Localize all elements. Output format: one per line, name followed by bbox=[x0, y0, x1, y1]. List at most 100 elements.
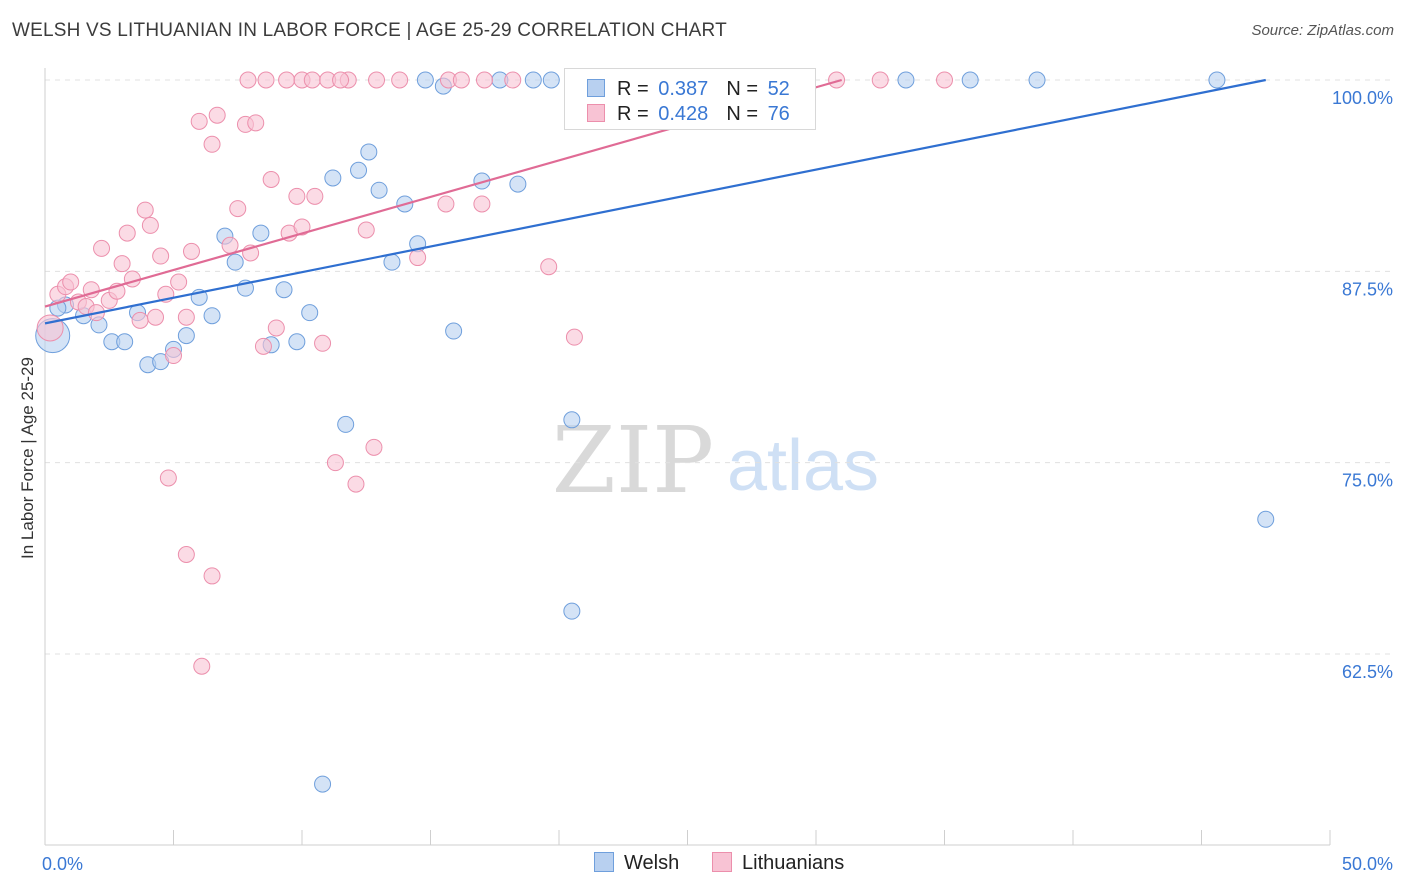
welsh-point bbox=[897, 71, 915, 89]
lith-point bbox=[113, 255, 131, 273]
welsh-point bbox=[961, 71, 979, 89]
lith-point bbox=[118, 224, 136, 242]
lith-r-value: 0.428 bbox=[658, 103, 709, 125]
welsh-point bbox=[563, 411, 581, 429]
lith-point bbox=[257, 71, 275, 89]
welsh-point bbox=[360, 143, 378, 161]
y-tick-label: 75.0% bbox=[1342, 471, 1393, 491]
lith-point bbox=[267, 319, 285, 337]
welsh-point bbox=[226, 253, 244, 271]
lith-n-value: 76 bbox=[767, 103, 790, 125]
lith-point bbox=[409, 249, 427, 267]
lith-point bbox=[141, 216, 159, 234]
source-label: Source: ZipAtlas.com bbox=[1251, 22, 1394, 39]
welsh-point bbox=[314, 775, 332, 793]
welsh-r-label: R = bbox=[617, 78, 649, 100]
lith-point bbox=[828, 71, 846, 89]
welsh-point bbox=[542, 71, 560, 89]
x-tick-label: 50.0% bbox=[1342, 854, 1393, 874]
lith-point bbox=[936, 71, 953, 89]
welsh-point bbox=[383, 253, 401, 271]
welsh-point bbox=[288, 333, 306, 351]
lith-point bbox=[36, 314, 64, 342]
welsh-point bbox=[252, 224, 270, 242]
lith-point bbox=[326, 454, 344, 472]
stats-legend: R = 0.387 N = 52 R = 0.428 N = 76 bbox=[564, 68, 816, 130]
welsh-point bbox=[563, 602, 581, 620]
watermark-zip: ZIP bbox=[552, 407, 714, 514]
lith-point bbox=[391, 71, 409, 89]
lith-point bbox=[193, 657, 211, 675]
lith-point bbox=[182, 242, 200, 260]
x-tick-label: 0.0% bbox=[42, 854, 83, 874]
bottom-lith-label: Lithuanians bbox=[742, 852, 845, 874]
lith-point bbox=[293, 218, 311, 236]
lith-point bbox=[152, 247, 170, 265]
lith-point bbox=[131, 311, 149, 329]
lith-swatch bbox=[587, 104, 605, 122]
welsh-point bbox=[301, 304, 319, 322]
lith-point bbox=[452, 71, 470, 89]
welsh-point bbox=[177, 327, 195, 345]
lith-point bbox=[540, 258, 558, 276]
lith-point bbox=[136, 201, 154, 219]
lith-point bbox=[262, 170, 280, 188]
lith-point bbox=[288, 187, 306, 205]
lith-point bbox=[368, 71, 386, 89]
welsh-point bbox=[116, 333, 134, 351]
watermark-atlas: atlas bbox=[727, 426, 879, 506]
welsh-point bbox=[275, 281, 293, 299]
welsh-point bbox=[445, 322, 463, 340]
welsh-point bbox=[1028, 71, 1046, 89]
lith-point bbox=[871, 71, 889, 89]
welsh-point bbox=[370, 181, 388, 199]
lith-point bbox=[62, 273, 80, 291]
welsh-point bbox=[1257, 510, 1275, 528]
legend-row-welsh: R = 0.387 N = 52 bbox=[587, 78, 790, 100]
y-tick-label: 87.5% bbox=[1342, 279, 1393, 299]
welsh-swatch bbox=[587, 79, 605, 97]
lith-point bbox=[437, 195, 455, 213]
lith-point bbox=[306, 187, 324, 205]
lith-point bbox=[221, 236, 239, 254]
lith-r-label: R = bbox=[617, 103, 649, 125]
lith-point bbox=[203, 135, 221, 153]
bottom-welsh-label: Welsh bbox=[624, 852, 680, 874]
y-tick-label: 62.5% bbox=[1342, 662, 1393, 682]
lith-point bbox=[177, 308, 195, 326]
lith-point bbox=[93, 239, 111, 257]
lith-point bbox=[473, 195, 491, 213]
lith-point bbox=[475, 71, 493, 89]
lith-point bbox=[165, 347, 182, 365]
chart-title: WELSH VS LITHUANIAN IN LABOR FORCE | AGE… bbox=[12, 20, 727, 41]
lith-point bbox=[332, 71, 350, 89]
lith-point bbox=[170, 273, 188, 291]
welsh-point bbox=[324, 169, 342, 187]
lith-point bbox=[565, 328, 583, 346]
lith-point bbox=[347, 475, 365, 493]
lith-point bbox=[357, 221, 375, 239]
lith-point bbox=[254, 337, 272, 355]
welsh-point bbox=[509, 175, 527, 193]
lith-point bbox=[239, 71, 257, 89]
welsh-point bbox=[416, 71, 434, 89]
lith-point bbox=[504, 71, 522, 89]
lith-point bbox=[159, 469, 177, 487]
bottom-legend-lith: Lithuanians bbox=[712, 852, 844, 875]
bottom-lith-swatch bbox=[712, 852, 732, 872]
lith-n-label: N = bbox=[726, 103, 758, 125]
bottom-legend-welsh: Welsh bbox=[594, 852, 679, 875]
lith-point bbox=[229, 200, 247, 218]
welsh-r-value: 0.387 bbox=[658, 78, 709, 100]
welsh-point bbox=[337, 415, 355, 433]
legend-row-lith: R = 0.428 N = 76 bbox=[587, 103, 790, 125]
lith-point bbox=[247, 114, 265, 132]
welsh-point bbox=[524, 71, 542, 89]
lith-point bbox=[177, 546, 195, 564]
lith-point bbox=[147, 308, 165, 326]
welsh-point bbox=[1208, 71, 1226, 89]
lith-point bbox=[314, 334, 332, 352]
lith-point bbox=[203, 567, 221, 585]
welsh-point bbox=[350, 161, 368, 179]
